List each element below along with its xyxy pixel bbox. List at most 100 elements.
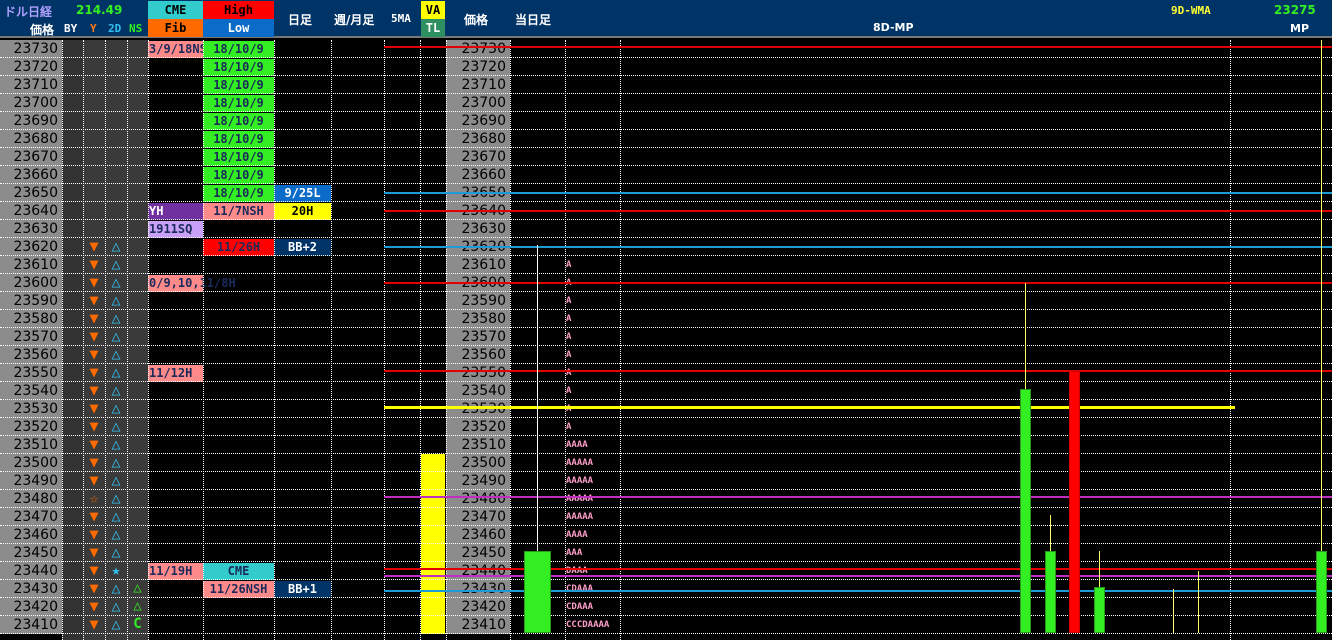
row-gridline <box>0 543 1332 544</box>
2d-signal-icon: △ <box>111 363 121 381</box>
value-area-cell <box>421 598 445 616</box>
row-gridline <box>0 219 1332 220</box>
value-area-cell <box>421 508 445 526</box>
price-cell: 23510 <box>0 436 62 454</box>
value-area-cell <box>421 544 445 562</box>
value-area-cell <box>421 454 445 472</box>
high-low-label: 18/10/9 <box>203 185 274 202</box>
row-gridline <box>0 597 1332 598</box>
y-header: Y <box>90 22 97 35</box>
instrument-value: 214.49 <box>76 3 123 17</box>
price-cell: 23460 <box>0 526 62 544</box>
2d-signal-icon: △ <box>111 597 121 615</box>
row-gridline <box>0 471 1332 472</box>
row-gridline <box>0 165 1332 166</box>
weekly-header: 週/月足 <box>334 13 375 27</box>
price-cell: 23490 <box>0 472 62 490</box>
level-line <box>384 370 1332 373</box>
price-cell-right: 23660 <box>446 166 510 184</box>
2d-signal-icon: △ <box>111 399 121 417</box>
y-signal-icon: ▼ <box>89 615 99 633</box>
row-gridline <box>0 507 1332 508</box>
price-cell-right: 23730 <box>446 40 510 58</box>
y-signal-icon: ▼ <box>89 363 99 381</box>
price-cell-right: 23610 <box>446 256 510 274</box>
level-line <box>384 406 1235 410</box>
price-cell: 23530 <box>0 400 62 418</box>
price-cell: 23600 <box>0 274 62 292</box>
y-signal-icon: ▼ <box>89 381 99 399</box>
price-cell: 23470 <box>0 508 62 526</box>
9d-wma-value: 23275 <box>1274 3 1316 17</box>
price-cell: 23480 <box>0 490 62 508</box>
2d-header: 2D <box>108 22 122 35</box>
header-bar: ドル日経 214.49 価格 BY Y 2D NS CME Fib High L… <box>0 0 1332 38</box>
column-divider <box>384 40 385 640</box>
price-cell: 23630 <box>0 220 62 238</box>
2d-signal-icon: △ <box>111 435 121 453</box>
price-cell: 23590 <box>0 292 62 310</box>
daily-label: 20H <box>274 203 331 220</box>
row-gridline <box>0 345 1332 346</box>
column-divider <box>83 40 84 640</box>
price-cell-right: 23690 <box>446 112 510 130</box>
price-cell: 23560 <box>0 346 62 364</box>
tpo-letters: AAA <box>566 548 583 558</box>
tpo-letters: AAAAA <box>566 512 594 522</box>
mp-header: MP <box>1290 22 1310 35</box>
high-low-label: 11/26H <box>203 239 274 256</box>
2d-signal-icon: △ <box>111 327 121 345</box>
tpo-letters: A <box>566 368 572 378</box>
price-cell: 23420 <box>0 598 62 616</box>
tpo-letters: AAAA <box>566 440 588 450</box>
price-cell: 23660 <box>0 166 62 184</box>
cme-fib-label: 1911SQ <box>148 221 203 238</box>
y-signal-icon: ▼ <box>89 417 99 435</box>
5ma-header: 5MA <box>391 12 411 25</box>
2d-signal-icon: △ <box>111 309 121 327</box>
2d-signal-icon: △ <box>111 255 121 273</box>
tpo-letters: CDAAA <box>566 580 593 598</box>
tpo-letters: DAAA <box>566 566 588 576</box>
column-divider <box>105 40 106 640</box>
price-cell-right: 23570 <box>446 328 510 346</box>
price-cell-right: 23700 <box>446 94 510 112</box>
today-candle-wick <box>537 245 538 552</box>
mp-candle-wick <box>1025 283 1026 390</box>
mp-candle-body <box>1045 551 1056 633</box>
price-cell-right: 23550 <box>446 364 510 382</box>
row-gridline <box>0 489 1332 490</box>
ns-header: NS <box>129 22 143 35</box>
high-header: High <box>203 1 274 19</box>
value-area-cell <box>421 526 445 544</box>
by-column <box>62 40 83 640</box>
price-cell-right: 23460 <box>446 526 510 544</box>
high-low-label: 18/10/9 <box>203 41 274 58</box>
level-line <box>384 246 1332 248</box>
column-divider <box>565 40 566 640</box>
price-cell: 23680 <box>0 130 62 148</box>
row-gridline <box>0 435 1332 436</box>
y-signal-icon: ▼ <box>89 525 99 543</box>
ns-signal-icon: △ <box>133 580 142 596</box>
tl-header: TL <box>421 19 445 37</box>
high-low-label: 18/10/9 <box>203 149 274 166</box>
row-gridline <box>0 327 1332 328</box>
price-cell: 23690 <box>0 112 62 130</box>
tpo-letters: A <box>566 332 572 342</box>
high-low-label: 11/7NSH <box>203 203 274 220</box>
price-cell-right: 23470 <box>446 508 510 526</box>
y-signal-icon: ▼ <box>89 345 99 363</box>
fib-header: Fib <box>148 19 203 37</box>
y-signal-icon: ☆ <box>89 489 99 507</box>
high-low-label: 18/10/9 <box>203 59 274 76</box>
price-cell: 23520 <box>0 418 62 436</box>
column-divider <box>420 40 421 640</box>
price2-header: 価格 <box>464 13 489 27</box>
price-cell: 23640 <box>0 202 62 220</box>
y-signal-icon: ▼ <box>89 561 99 579</box>
column-divider <box>620 40 621 640</box>
tpo-letters: AAAA <box>566 530 588 540</box>
price-cell-right: 23520 <box>446 418 510 436</box>
cme-header: CME <box>148 1 203 19</box>
